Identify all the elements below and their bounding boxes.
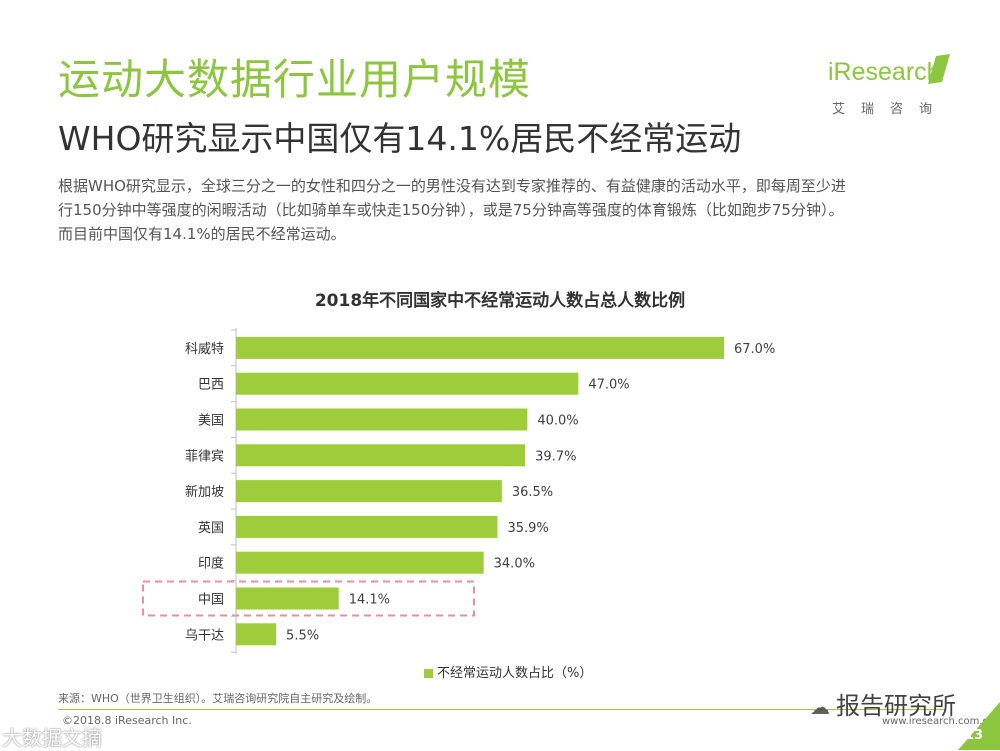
intro-line-2: 行150分钟中等强度的闲暇活动（比如骑单车或快走150分钟），或是75分钟高等强… [58, 201, 844, 219]
bar [236, 480, 502, 503]
bar [236, 623, 277, 646]
value-label: 39.7% [535, 449, 576, 464]
page-subtitle: WHO研究显示中国仅有14.1%居民不经常运动 [58, 119, 742, 158]
logo-wordmark: iResearch [828, 58, 941, 86]
watermark-left: 大数据文摘 [2, 726, 102, 750]
wechat-icon: ☁ [810, 695, 830, 719]
category-label: 科威特 [185, 342, 224, 357]
value-label: 35.9% [507, 521, 548, 536]
bar [236, 372, 579, 395]
category-label: 中国 [198, 593, 224, 608]
chart-legend: 不经常运动人数占比（%） [424, 662, 592, 681]
highlight-box [142, 580, 475, 617]
category-label: 新加坡 [185, 484, 224, 500]
iresearch-logo: iResearch 艾瑞咨询 [824, 54, 954, 124]
value-label: 36.5% [512, 485, 553, 500]
value-label: 47.0% [588, 378, 629, 393]
page-tab [958, 702, 1000, 750]
source-note: 来源：WHO（世界卫生组织）。艾瑞咨询研究院自主研究及绘制。 [58, 692, 378, 705]
intro-line-3: 而目前中国仅有14.1%的居民不经常运动。 [58, 225, 346, 243]
page-title: 运动大数据行业用户规模 [58, 55, 532, 104]
category-label: 巴西 [198, 378, 224, 393]
chart-title: 2018年不同国家中不经常运动人数占总人数比例 [314, 291, 686, 311]
bar [236, 551, 484, 574]
watermark-right: ☁ 报告研究所 [810, 686, 956, 721]
bar [236, 587, 339, 610]
copyright: ©2018.8 iResearch Inc. [62, 714, 192, 727]
category-label: 美国 [198, 414, 224, 429]
logo-chinese: 艾瑞咨询 [832, 102, 949, 117]
bar [236, 408, 528, 431]
category-label: 英国 [198, 521, 224, 536]
value-label: 67.0% [734, 342, 775, 357]
logo-slash-icon [928, 54, 950, 84]
bar [236, 336, 724, 359]
watermark-right-text: 报告研究所 [836, 692, 956, 720]
value-label: 14.1% [349, 593, 390, 608]
page-number: 13 [965, 728, 984, 743]
footer-divider [58, 709, 946, 710]
value-label: 34.0% [494, 557, 535, 572]
legend-swatch [424, 669, 433, 678]
value-label: 40.0% [537, 414, 578, 429]
website-url: www.iresearch.com.cn [882, 716, 995, 727]
category-label: 乌干达 [185, 627, 224, 643]
bar [236, 515, 498, 538]
category-label: 菲律宾 [185, 448, 224, 464]
category-label: 印度 [198, 556, 224, 572]
intro-line-1: 根据WHO研究显示，全球三分之一的女性和四分之一的男性没有达到专家推荐的、有益健… [58, 177, 846, 195]
value-label: 5.5% [286, 628, 319, 643]
bar [236, 444, 526, 467]
intro-paragraph: 根据WHO研究显示，全球三分之一的女性和四分之一的男性没有达到专家推荐的、有益健… [58, 174, 958, 246]
legend-label: 不经常运动人数占比（%） [437, 666, 593, 681]
